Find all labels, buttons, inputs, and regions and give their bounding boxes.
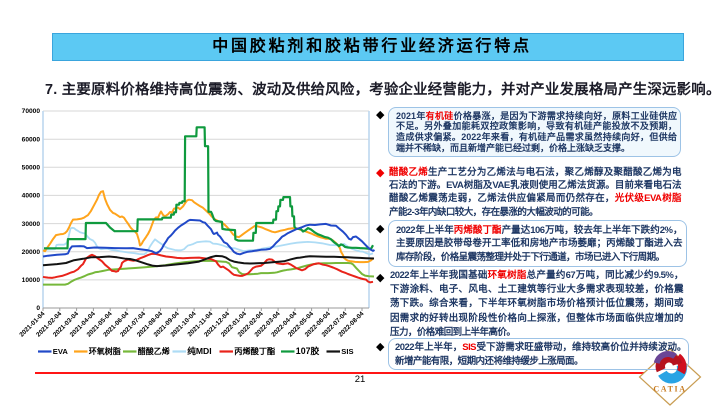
svg-text:丙烯酸丁酯: 丙烯酸丁酯 (234, 346, 275, 356)
svg-text:EVA: EVA (53, 347, 69, 356)
svg-text:SIS: SIS (341, 347, 353, 356)
svg-text:0: 0 (36, 305, 40, 312)
svg-text:30000: 30000 (22, 221, 41, 228)
svg-text:10000: 10000 (22, 277, 41, 284)
svg-text:CATIA: CATIA (653, 385, 686, 394)
svg-text:醋酸乙烯: 醋酸乙烯 (138, 346, 170, 356)
svg-text:60000: 60000 (22, 136, 41, 143)
svg-text:70000: 70000 (22, 108, 41, 115)
svg-text:20000: 20000 (22, 249, 41, 256)
svg-text:50000: 50000 (22, 165, 41, 172)
svg-text:40000: 40000 (22, 193, 41, 200)
svg-text:纯MDI: 纯MDI (187, 345, 211, 356)
svg-text:107胶: 107胶 (296, 345, 320, 356)
svg-text:环氧树脂: 环氧树脂 (89, 346, 121, 356)
